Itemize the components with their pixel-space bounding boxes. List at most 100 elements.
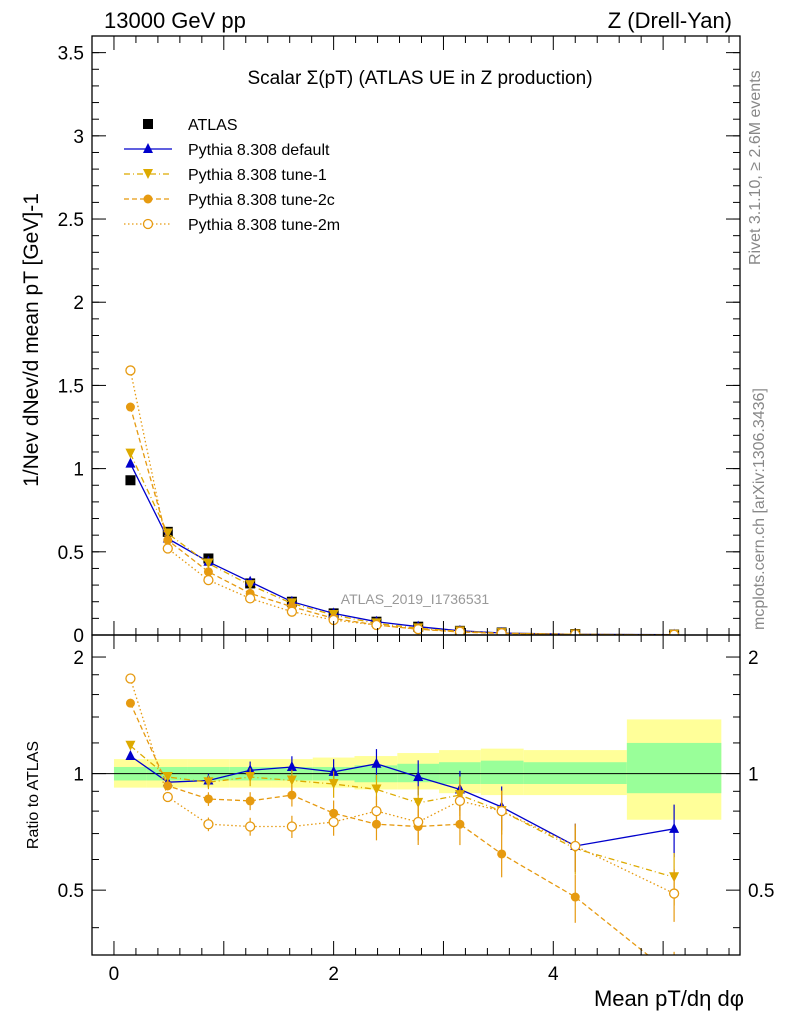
main-title: Scalar Σ(pT) (ATLAS UE in Z production) — [247, 68, 592, 89]
ratio-data-point — [162, 791, 173, 803]
x-tick-label: 0 — [109, 964, 120, 985]
ratio-data-point — [668, 888, 680, 899]
ratio-y-tick-label: 2 — [73, 648, 84, 669]
legend: ATLAS Pythia 8.308 default Pythia 8.308 tu… — [124, 117, 340, 234]
main-data-point — [245, 580, 256, 591]
ratio-data-point — [203, 794, 213, 804]
ratio-data-point — [245, 771, 256, 782]
ratio-data-point — [125, 673, 136, 684]
ratio-series-line — [129, 745, 675, 878]
ratio-series-line — [129, 678, 675, 895]
ratio-data-point — [496, 805, 507, 817]
ratio-data-point — [328, 816, 339, 828]
rivet-label: Rivet 3.1.10, ≥ 2.6M events — [747, 70, 764, 265]
main-y-tick-label: 1 — [73, 460, 84, 481]
ratio-data-point — [371, 805, 382, 817]
main-data-point — [203, 567, 213, 577]
ratio-data-point — [245, 796, 255, 806]
y-axis-label-main: 1/Nev dNev/d mean pT [GeV]-1 — [20, 193, 43, 487]
ratio-data-point — [413, 816, 424, 828]
analysis-watermark: ATLAS_2019_I1736531 — [341, 591, 490, 607]
ratio-data-point — [203, 777, 214, 788]
ratio-data-point — [125, 698, 135, 708]
main-data-point — [245, 593, 256, 604]
main-y-tick-label: 3.5 — [58, 44, 84, 65]
ratio-data-point — [162, 771, 173, 782]
main-data-point — [125, 475, 136, 486]
main-y-tick-label: 2 — [73, 293, 84, 314]
main-data-point — [125, 457, 136, 468]
main-data-point — [125, 365, 136, 376]
ratio-band-green — [626, 742, 722, 794]
main-data-point — [413, 624, 424, 635]
ratio-data-point — [125, 740, 136, 751]
legend-label: ATLAS — [188, 117, 238, 134]
main-y-tick-label: 0 — [73, 626, 84, 647]
legend-label: Pythia 8.308 tune-2c — [188, 192, 335, 209]
ratio-uncertainty-bands — [92, 719, 740, 820]
ratio-data-point — [328, 765, 339, 776]
ratio-data-point — [371, 757, 382, 768]
ratio-series-line — [129, 702, 649, 955]
x-axis-label: Mean pT/dη dφ — [594, 986, 744, 1011]
header-right: Z (Drell-Yan) — [608, 8, 732, 33]
main-data-point — [496, 628, 507, 635]
legend-label: Pythia 8.308 default — [188, 142, 330, 159]
ratio-data-point — [163, 781, 173, 791]
main-y-tick-label: 0.5 — [58, 543, 84, 564]
main-data-point — [203, 574, 214, 586]
legend-marker — [143, 119, 153, 129]
main-y-tick-label: 2.5 — [58, 210, 84, 231]
ratio-data-point — [286, 760, 297, 771]
main-data-point — [286, 606, 298, 617]
x-tick-label: 2 — [328, 964, 339, 985]
legend-label: Pythia 8.308 tune-1 — [188, 167, 327, 184]
main-data-point — [371, 619, 382, 631]
mcplots-label: mcplots.cern.ch [arXiv:1306.3436] — [751, 388, 768, 630]
ratio-data-point — [203, 819, 214, 830]
ratio-y-tick-label-right: 1 — [748, 765, 759, 786]
ratio-series-layer — [125, 673, 680, 955]
ratio-data-point — [570, 892, 580, 902]
legend-marker — [143, 169, 153, 179]
ratio-data-point — [669, 822, 680, 833]
main-data-point — [454, 626, 466, 635]
ratio-data-point — [413, 770, 424, 781]
x-tick-label: 4 — [548, 964, 559, 985]
ratio-data-point — [286, 775, 297, 786]
ratio-data-point — [454, 795, 466, 807]
ratio-data-point — [328, 778, 339, 789]
main-series-line — [129, 370, 675, 635]
main-data-point — [163, 535, 173, 545]
legend-marker — [142, 218, 154, 230]
main-series-line — [129, 463, 675, 635]
ratio-y-tick-label-right: 0.5 — [748, 881, 774, 902]
main-data-point — [125, 402, 135, 412]
ratio-data-point — [497, 849, 507, 859]
ratio-data-point — [570, 840, 581, 852]
y-axis-label-ratio: Ratio to ATLAS — [25, 741, 42, 849]
main-data-point — [125, 448, 136, 459]
main-series-layer — [125, 365, 680, 635]
ratio-data-point — [286, 821, 298, 832]
ratio-y-tick-label: 0.5 — [58, 881, 84, 902]
ratio-panel-frame — [91, 634, 741, 956]
legend-marker — [143, 143, 153, 153]
main-y-tick-label: 3 — [73, 127, 84, 148]
ratio-data-point — [455, 819, 465, 829]
ratio-y-tick-label-right: 2 — [748, 648, 759, 669]
main-y-tick-label: 1.5 — [58, 376, 84, 397]
main-data-point — [203, 558, 214, 569]
ratio-data-point — [371, 784, 382, 795]
header-left: 13000 GeV pp — [104, 8, 246, 33]
ratio-data-point — [245, 821, 256, 832]
main-data-point — [162, 543, 173, 554]
legend-label: Pythia 8.308 tune-2m — [188, 217, 340, 234]
ratio-data-point — [125, 750, 136, 761]
main-series-line — [129, 453, 675, 635]
legend-marker — [143, 194, 153, 204]
ratio-data-point — [287, 790, 297, 800]
main-series-line — [129, 406, 675, 635]
ratio-data-point — [413, 797, 424, 808]
